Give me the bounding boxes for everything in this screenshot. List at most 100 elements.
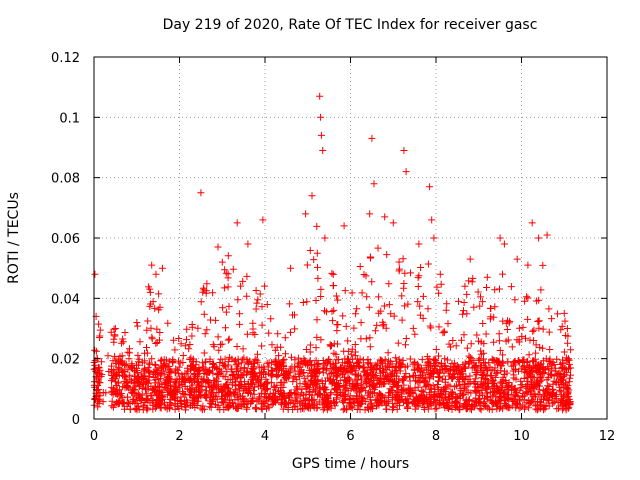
data-point — [523, 293, 531, 301]
data-point — [339, 406, 347, 414]
data-point — [278, 395, 286, 403]
data-point — [560, 348, 568, 356]
data-point — [185, 345, 193, 353]
data-point — [432, 346, 440, 353]
data-point — [93, 387, 101, 394]
data-point — [481, 385, 489, 393]
x-tick-label: 4 — [261, 429, 269, 444]
data-point — [148, 335, 156, 343]
data-point — [532, 349, 540, 357]
data-point — [325, 370, 333, 378]
data-point — [114, 365, 122, 373]
data-point — [366, 393, 374, 401]
data-point — [232, 356, 239, 364]
data-point — [254, 350, 261, 358]
data-point — [467, 340, 475, 348]
data-point — [344, 387, 352, 395]
data-point — [455, 378, 463, 386]
data-point — [510, 371, 518, 379]
data-point — [244, 398, 252, 406]
data-point — [136, 395, 144, 403]
data-point — [108, 362, 115, 370]
data-point — [224, 252, 232, 260]
data-point — [374, 376, 382, 384]
data-point — [114, 355, 122, 363]
data-point — [158, 264, 166, 272]
data-point — [313, 316, 321, 324]
data-point — [362, 335, 370, 343]
data-point — [225, 335, 233, 343]
data-point — [536, 371, 544, 379]
data-point — [329, 270, 337, 278]
data-point — [357, 372, 365, 380]
data-point — [548, 371, 556, 379]
data-point — [482, 375, 489, 383]
data-point — [368, 364, 376, 372]
data-point — [436, 270, 444, 278]
data-point — [376, 390, 384, 397]
data-point — [157, 357, 165, 365]
data-point — [544, 385, 552, 393]
data-point — [194, 324, 202, 332]
data-point — [316, 92, 324, 100]
data-point — [525, 351, 533, 359]
data-point — [339, 397, 346, 405]
data-point — [144, 317, 152, 325]
data-point — [460, 299, 468, 306]
data-point — [530, 357, 538, 365]
data-point — [563, 384, 571, 392]
data-point — [431, 388, 439, 396]
data-point — [419, 292, 427, 300]
data-point — [430, 234, 438, 242]
data-point — [289, 406, 297, 413]
data-point — [200, 375, 208, 383]
data-point — [108, 389, 116, 397]
data-point — [298, 369, 306, 377]
data-point — [152, 270, 160, 278]
data-point — [149, 405, 157, 413]
data-point — [427, 324, 435, 332]
data-point — [126, 405, 134, 413]
data-point — [214, 403, 222, 411]
data-point — [400, 280, 408, 287]
data-point — [368, 278, 376, 286]
data-point — [313, 382, 321, 390]
data-point — [299, 299, 307, 306]
data-point — [268, 341, 276, 349]
data-point — [156, 303, 164, 311]
data-point — [271, 386, 279, 394]
data-point — [201, 330, 209, 338]
data-point — [186, 356, 194, 363]
data-point — [491, 357, 499, 365]
data-point — [222, 269, 230, 277]
data-point — [521, 297, 529, 305]
data-point — [268, 401, 276, 408]
data-point — [383, 251, 391, 259]
data-point — [312, 356, 320, 364]
data-point — [233, 343, 241, 350]
data-point — [398, 390, 405, 398]
data-point — [310, 381, 318, 389]
data-point — [211, 377, 219, 385]
data-point — [184, 367, 192, 375]
data-point — [281, 401, 289, 409]
data-point — [312, 344, 320, 352]
data-point — [259, 398, 267, 406]
data-point — [276, 359, 284, 367]
data-point — [223, 368, 231, 376]
data-point — [302, 210, 310, 218]
data-point — [183, 336, 190, 344]
data-point — [114, 379, 122, 387]
data-point — [229, 265, 237, 273]
data-point — [521, 403, 529, 411]
data-point — [364, 356, 372, 363]
data-point — [478, 386, 486, 394]
data-point — [130, 379, 138, 386]
data-point — [451, 400, 459, 408]
data-point — [304, 403, 312, 410]
data-point — [334, 296, 342, 304]
data-point — [437, 391, 445, 398]
data-point — [191, 371, 199, 379]
data-point — [398, 292, 406, 300]
data-point — [558, 322, 566, 330]
